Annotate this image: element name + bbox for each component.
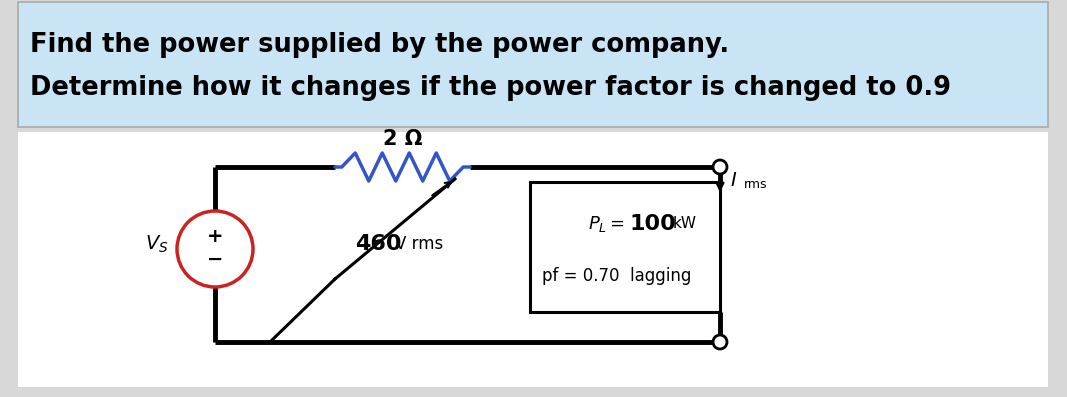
Text: rms: rms [744, 179, 767, 191]
Text: V rms: V rms [395, 235, 443, 253]
Bar [530, 182, 720, 312]
Text: =: = [610, 215, 631, 233]
Bar [0, 0, 1067, 22]
Bar [18, 132, 1048, 387]
Text: 2 Ω: 2 Ω [383, 129, 423, 149]
Circle shape [713, 335, 727, 349]
Text: +: + [207, 227, 223, 247]
Text: $P_L$: $P_L$ [588, 214, 607, 233]
Text: Determine how it changes if the power factor is changed to 0.9: Determine how it changes if the power fa… [30, 75, 951, 101]
Circle shape [713, 160, 727, 174]
Text: $I$: $I$ [730, 172, 737, 191]
Text: 460: 460 [355, 234, 401, 254]
Text: 100: 100 [630, 214, 676, 233]
Text: kW: kW [673, 216, 697, 231]
Text: −: − [207, 249, 223, 268]
Bar [18, 2, 1048, 127]
Text: Find the power supplied by the power company.: Find the power supplied by the power com… [30, 32, 729, 58]
Text: pf = 0.70  lagging: pf = 0.70 lagging [542, 267, 691, 285]
Text: $V_S$: $V_S$ [145, 233, 169, 254]
